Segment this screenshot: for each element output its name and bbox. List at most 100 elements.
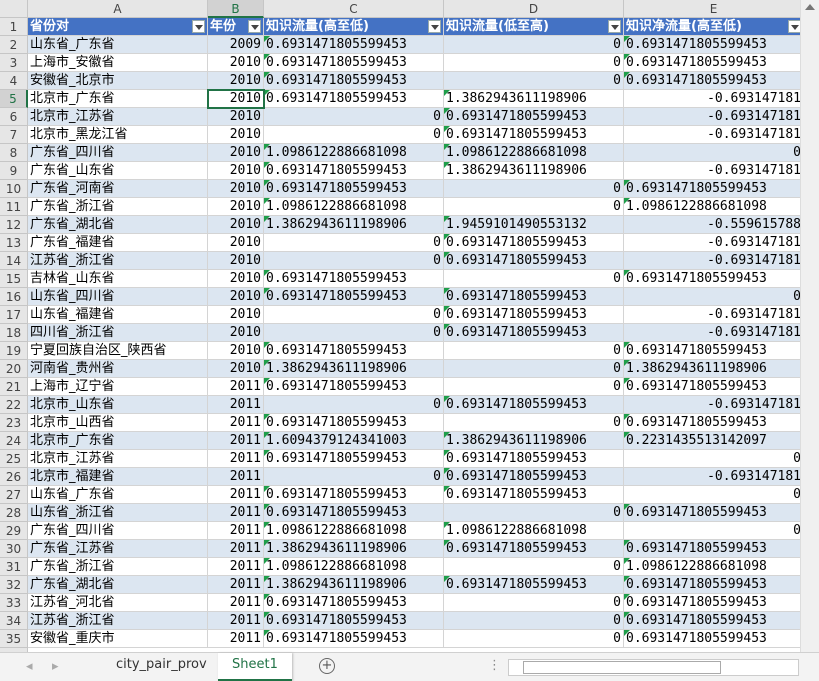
cell: 0: [444, 612, 624, 630]
cell: 0: [264, 108, 444, 126]
cell: 0: [444, 594, 624, 612]
text-number-indicator: [264, 144, 270, 150]
row-header: 24: [0, 432, 28, 450]
cell: 0.6931471805599453: [264, 450, 444, 468]
cell: 0.6931471805599453: [264, 504, 444, 522]
text-number-indicator: [264, 54, 270, 60]
text-number-indicator: [264, 216, 270, 222]
cell: 广东省_浙江省: [28, 558, 208, 576]
cell: 0.6931471805599453: [444, 126, 624, 144]
cell: 0: [444, 342, 624, 360]
cell: 0: [624, 144, 800, 162]
filter-button[interactable]: [248, 20, 261, 33]
cell: 河南省_贵州省: [28, 360, 208, 378]
cell: 0.6931471805599453: [624, 504, 800, 522]
cell: 2010: [208, 180, 264, 198]
scroll-thumb[interactable]: [523, 661, 721, 674]
text-number-indicator: [264, 594, 270, 600]
cell: 0.6931471805599453: [624, 594, 800, 612]
cell: 0.6931471805599453: [624, 36, 800, 54]
add-sheet[interactable]: +: [319, 658, 335, 674]
cell: 广东省_江苏省: [28, 540, 208, 558]
cell: 2010: [208, 108, 264, 126]
cell: 1.6094379124341003: [264, 432, 444, 450]
cell: 0.6931471805599453: [444, 396, 624, 414]
cell: 1.3862943611198906: [264, 360, 444, 378]
row-header: 30: [0, 540, 28, 558]
tab-next[interactable]: ▸: [52, 659, 59, 674]
text-number-indicator: [264, 486, 270, 492]
tab-splitter[interactable]: ⋮: [488, 658, 501, 673]
cell: 2010: [208, 360, 264, 378]
table-header-cell: 年份: [208, 18, 264, 36]
text-number-indicator: [624, 54, 630, 60]
cell: 0.6931471805599453: [444, 576, 624, 594]
filter-button[interactable]: [608, 20, 621, 33]
sheet-tab-bar: ◂ ▸ city_pair_prov Sheet1 + ⋮: [0, 652, 819, 681]
cell: 2011: [208, 504, 264, 522]
cell: 2011: [208, 414, 264, 432]
row-header: 35: [0, 630, 28, 648]
column-header: B: [208, 0, 264, 18]
sheet-tab-active[interactable]: Sheet1: [218, 653, 292, 681]
row-header: 5: [0, 90, 28, 108]
cell: 1.0986122886681098: [264, 144, 444, 162]
cell: 0.6931471805599453: [624, 270, 800, 288]
cell: 0: [264, 126, 444, 144]
text-number-indicator: [624, 594, 630, 600]
cell: -0.693147181: [624, 306, 800, 324]
row-header: 10: [0, 180, 28, 198]
text-number-indicator: [264, 36, 270, 42]
cell: 0: [264, 252, 444, 270]
text-number-indicator: [624, 270, 630, 276]
cell: 0.6931471805599453: [624, 72, 800, 90]
text-number-indicator: [264, 180, 270, 186]
filter-button[interactable]: [428, 20, 441, 33]
cell: 江苏省_河北省: [28, 594, 208, 612]
row-header: 23: [0, 414, 28, 432]
cell: 广东省_湖北省: [28, 216, 208, 234]
cell: 0.6931471805599453: [444, 108, 624, 126]
text-number-indicator: [444, 306, 450, 312]
cell: 2010: [208, 162, 264, 180]
filter-button[interactable]: [788, 20, 800, 33]
cell: 0: [264, 396, 444, 414]
cell: 2011: [208, 486, 264, 504]
scroll-up[interactable]: [805, 4, 815, 10]
text-number-indicator: [264, 270, 270, 276]
row-header: 21: [0, 378, 28, 396]
cell: 0.6931471805599453: [444, 324, 624, 342]
horizontal-scrollbar[interactable]: [508, 659, 799, 676]
tab-prev[interactable]: ◂: [26, 659, 33, 674]
cell: -0.693147181: [624, 396, 800, 414]
text-number-indicator: [444, 540, 450, 546]
cell: 2010: [208, 306, 264, 324]
cell: 0.6931471805599453: [444, 288, 624, 306]
row-header: 19: [0, 342, 28, 360]
cell: 2010: [208, 216, 264, 234]
row-header: 32: [0, 576, 28, 594]
text-number-indicator: [264, 540, 270, 546]
cell: 0.6931471805599453: [444, 486, 624, 504]
cell: 2011: [208, 630, 264, 648]
cell: 0: [624, 522, 800, 540]
column-header: C: [264, 0, 444, 18]
cell: 2011: [208, 450, 264, 468]
cell: 0.6931471805599453: [624, 540, 800, 558]
cell: 2010: [208, 126, 264, 144]
cell: 0.6931471805599453: [264, 54, 444, 72]
table-header-cell: 省份对: [28, 18, 208, 36]
filter-button[interactable]: [192, 20, 205, 33]
cell: 0.6931471805599453: [264, 180, 444, 198]
cell: 0.6931471805599453: [444, 540, 624, 558]
text-number-indicator: [264, 90, 270, 96]
vertical-scrollbar[interactable]: [800, 0, 819, 652]
cell: 上海市_辽宁省: [28, 378, 208, 396]
text-number-indicator: [624, 360, 630, 366]
text-number-indicator: [444, 234, 450, 240]
row-header: 4: [0, 72, 28, 90]
sheet-tab[interactable]: city_pair_prov: [116, 657, 207, 672]
text-number-indicator: [624, 72, 630, 78]
cell: 0.6931471805599453: [624, 342, 800, 360]
